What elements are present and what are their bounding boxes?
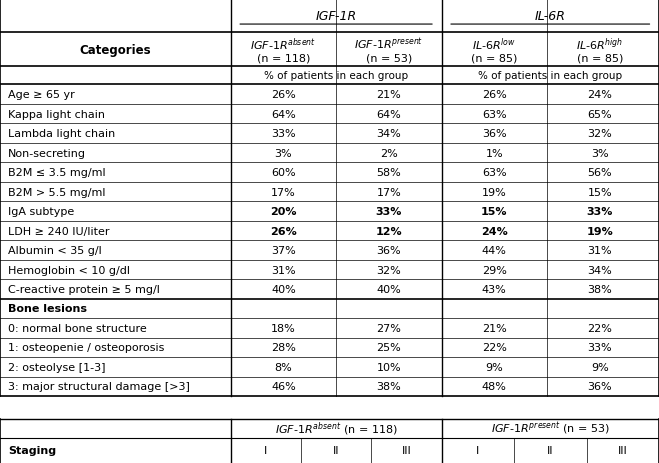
Text: 1: osteopenie / osteoporosis: 1: osteopenie / osteoporosis bbox=[8, 343, 164, 353]
Text: 33%: 33% bbox=[376, 206, 402, 217]
Text: Kappa light chain: Kappa light chain bbox=[8, 109, 105, 119]
Text: 12%: 12% bbox=[376, 226, 402, 236]
Text: 21%: 21% bbox=[376, 90, 401, 100]
Text: $\it{IGF}$-$\it{1R}$$^{absent}$: $\it{IGF}$-$\it{1R}$$^{absent}$ bbox=[250, 36, 316, 53]
Text: Lambda light chain: Lambda light chain bbox=[8, 129, 115, 139]
Text: 20%: 20% bbox=[270, 206, 297, 217]
Text: LDH ≥ 240 IU/liter: LDH ≥ 240 IU/liter bbox=[8, 226, 109, 236]
Text: 37%: 37% bbox=[271, 245, 296, 256]
Text: 43%: 43% bbox=[482, 284, 507, 294]
Text: IL-6R: IL-6R bbox=[535, 10, 565, 23]
Text: $\it{IGF}$-$\it{1R}^{present}$ (n = 53): $\it{IGF}$-$\it{1R}^{present}$ (n = 53) bbox=[491, 419, 610, 436]
Text: 31%: 31% bbox=[271, 265, 296, 275]
Text: 64%: 64% bbox=[271, 109, 296, 119]
Text: 3%: 3% bbox=[591, 148, 608, 158]
Text: 17%: 17% bbox=[376, 187, 401, 197]
Text: 10%: 10% bbox=[376, 362, 401, 372]
Text: 38%: 38% bbox=[376, 382, 401, 392]
Text: Staging: Staging bbox=[8, 444, 56, 455]
Text: $\it{IGF}$-$\it{1R}$$^{present}$: $\it{IGF}$-$\it{1R}$$^{present}$ bbox=[354, 37, 424, 52]
Text: 44%: 44% bbox=[482, 245, 507, 256]
Text: Categories: Categories bbox=[80, 44, 151, 56]
Text: 58%: 58% bbox=[376, 168, 401, 178]
Text: I: I bbox=[476, 444, 479, 455]
Text: 2%: 2% bbox=[380, 148, 397, 158]
Text: (n = 85): (n = 85) bbox=[577, 53, 623, 63]
Text: 34%: 34% bbox=[587, 265, 612, 275]
Text: 3%: 3% bbox=[275, 148, 292, 158]
Text: 40%: 40% bbox=[271, 284, 296, 294]
Text: 65%: 65% bbox=[587, 109, 612, 119]
Text: 2: osteolyse [1-3]: 2: osteolyse [1-3] bbox=[8, 362, 105, 372]
Text: 56%: 56% bbox=[587, 168, 612, 178]
Text: Age ≥ 65 yr: Age ≥ 65 yr bbox=[8, 90, 74, 100]
Text: II: II bbox=[333, 444, 339, 455]
Text: IgA subtype: IgA subtype bbox=[8, 206, 74, 217]
Text: 48%: 48% bbox=[482, 382, 507, 392]
Text: (n = 53): (n = 53) bbox=[366, 53, 412, 63]
Text: Hemoglobin < 10 g/dl: Hemoglobin < 10 g/dl bbox=[8, 265, 130, 275]
Text: % of patients in each group: % of patients in each group bbox=[264, 71, 408, 81]
Text: 36%: 36% bbox=[482, 129, 507, 139]
Text: I: I bbox=[264, 444, 268, 455]
Text: 31%: 31% bbox=[587, 245, 612, 256]
Text: 34%: 34% bbox=[376, 129, 401, 139]
Text: B2M > 5.5 mg/ml: B2M > 5.5 mg/ml bbox=[8, 187, 105, 197]
Text: 27%: 27% bbox=[376, 323, 401, 333]
Text: 26%: 26% bbox=[482, 90, 507, 100]
Text: 26%: 26% bbox=[271, 90, 296, 100]
Text: 26%: 26% bbox=[270, 226, 297, 236]
Text: 0: normal bone structure: 0: normal bone structure bbox=[8, 323, 147, 333]
Text: 9%: 9% bbox=[591, 362, 608, 372]
Text: 60%: 60% bbox=[271, 168, 296, 178]
Text: 36%: 36% bbox=[587, 382, 612, 392]
Text: 21%: 21% bbox=[482, 323, 507, 333]
Text: III: III bbox=[401, 444, 411, 455]
Text: B2M ≤ 3.5 mg/ml: B2M ≤ 3.5 mg/ml bbox=[8, 168, 105, 178]
Text: $\it{IGF}$-$\it{1R}^{absent}$ (n = 118): $\it{IGF}$-$\it{1R}^{absent}$ (n = 118) bbox=[275, 419, 397, 437]
Text: C-reactive protein ≥ 5 mg/l: C-reactive protein ≥ 5 mg/l bbox=[8, 284, 159, 294]
Text: 28%: 28% bbox=[271, 343, 296, 353]
Text: (n = 118): (n = 118) bbox=[257, 53, 310, 63]
Text: Non-secreting: Non-secreting bbox=[8, 148, 86, 158]
Text: 33%: 33% bbox=[587, 206, 613, 217]
Text: 19%: 19% bbox=[482, 187, 507, 197]
Text: 32%: 32% bbox=[587, 129, 612, 139]
Text: (n = 85): (n = 85) bbox=[471, 53, 517, 63]
Text: 22%: 22% bbox=[587, 323, 612, 333]
Text: 17%: 17% bbox=[271, 187, 296, 197]
Text: 1%: 1% bbox=[486, 148, 503, 158]
Text: 25%: 25% bbox=[376, 343, 401, 353]
Text: 3: major structural damage [>3]: 3: major structural damage [>3] bbox=[8, 382, 190, 392]
Text: 40%: 40% bbox=[376, 284, 401, 294]
Text: 64%: 64% bbox=[376, 109, 401, 119]
Text: 63%: 63% bbox=[482, 109, 507, 119]
Text: 33%: 33% bbox=[271, 129, 296, 139]
Text: 9%: 9% bbox=[486, 362, 503, 372]
Text: 24%: 24% bbox=[481, 226, 507, 236]
Text: 15%: 15% bbox=[587, 187, 612, 197]
Text: IGF-1R: IGF-1R bbox=[316, 10, 357, 23]
Text: $\it{IL}$-$\it{6R}$$^{high}$: $\it{IL}$-$\it{6R}$$^{high}$ bbox=[576, 36, 623, 53]
Text: 18%: 18% bbox=[271, 323, 296, 333]
Text: 46%: 46% bbox=[271, 382, 296, 392]
Text: 63%: 63% bbox=[482, 168, 507, 178]
Text: 8%: 8% bbox=[275, 362, 292, 372]
Text: Albumin < 35 g/l: Albumin < 35 g/l bbox=[8, 245, 101, 256]
Text: 24%: 24% bbox=[587, 90, 612, 100]
Text: 32%: 32% bbox=[376, 265, 401, 275]
Text: 19%: 19% bbox=[587, 226, 613, 236]
Text: 29%: 29% bbox=[482, 265, 507, 275]
Text: $\it{IL}$-$\it{6R}$$^{low}$: $\it{IL}$-$\it{6R}$$^{low}$ bbox=[473, 36, 516, 53]
Text: III: III bbox=[618, 444, 627, 455]
Text: % of patients in each group: % of patients in each group bbox=[478, 71, 622, 81]
Text: II: II bbox=[547, 444, 554, 455]
Text: 33%: 33% bbox=[587, 343, 612, 353]
Text: 22%: 22% bbox=[482, 343, 507, 353]
Text: Bone lesions: Bone lesions bbox=[8, 304, 87, 314]
Text: 15%: 15% bbox=[481, 206, 507, 217]
Text: 36%: 36% bbox=[376, 245, 401, 256]
Text: 38%: 38% bbox=[587, 284, 612, 294]
